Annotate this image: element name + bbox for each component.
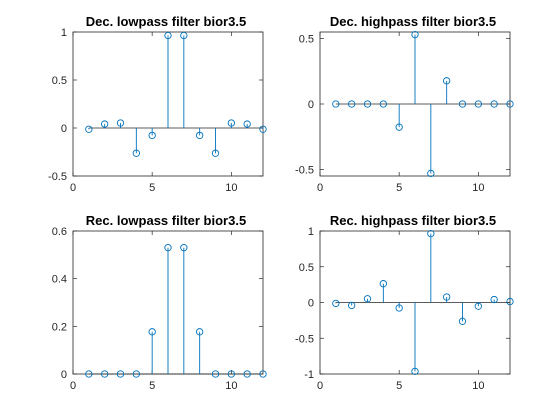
subplot-rec-highpass: Rec. highpass filter bior3.5 0 5 10-1-0.50…: [295, 213, 514, 392]
stem-marker: [227, 119, 235, 127]
y-tick-label: -0.5: [48, 171, 67, 183]
x-tick-label: 10: [472, 182, 484, 194]
stem-marker: [227, 370, 235, 378]
stem-marker: [196, 131, 204, 140]
y-tick-label: 0.4: [52, 274, 67, 286]
stem-marker: [132, 149, 140, 157]
y-tick-label: 0: [308, 99, 314, 111]
stem-marker: [211, 149, 220, 157]
x-tick-label: 10: [472, 380, 484, 392]
stem-marker: [180, 31, 188, 40]
stem-marker: [180, 244, 188, 252]
y-tick-label: 0.5: [52, 75, 67, 87]
stem-marker: [506, 100, 514, 108]
x-tick-label: 10: [225, 380, 237, 392]
x-tick-label: 5: [149, 380, 155, 392]
stem-marker: [148, 131, 156, 140]
stem-marker: [243, 370, 251, 378]
stem-marker: [458, 100, 467, 108]
stem-marker: [490, 100, 498, 108]
stem-marker: [332, 100, 340, 108]
stem-marker: [395, 304, 403, 312]
y-tick-label: 0: [61, 123, 67, 135]
y-tick-label: -0.5: [295, 164, 314, 176]
x-tick-label: 0: [317, 182, 323, 194]
y-tick-label: 0: [308, 298, 314, 310]
y-tick-label: 0.5: [299, 34, 314, 46]
stem-marker: [101, 120, 109, 128]
x-tick-label: 0: [317, 380, 323, 392]
stem-marker: [363, 100, 372, 108]
y-tick-label: 0.6: [52, 226, 67, 238]
stem-marker: [443, 293, 451, 301]
stem-marker: [116, 119, 125, 127]
stem-marker: [474, 100, 482, 108]
stem-marker: [332, 299, 340, 308]
stem-marker: [164, 244, 172, 252]
stem-marker: [506, 297, 514, 306]
stem-marker: [348, 100, 356, 108]
stem-marker: [490, 295, 498, 304]
stem-marker: [116, 370, 125, 378]
x-tick-label: 0: [70, 380, 76, 392]
stem-marker: [243, 120, 251, 128]
subplot-dec-lowpass: Dec. lowpass filter bior3.5 0 5 10-0.500.5…: [48, 14, 267, 194]
stem-marker: [348, 301, 356, 310]
stem-marker: [411, 367, 419, 376]
stem-marker: [211, 370, 220, 378]
y-tick-label: 1: [61, 27, 67, 39]
subplot-rec-lowpass: Rec. lowpass filter bior3.5 0 5 10 0 0.2 0.4 0…: [52, 213, 267, 392]
stem-marker: [427, 169, 435, 178]
x-tick-label: 5: [149, 182, 155, 194]
stem-marker: [85, 370, 93, 378]
stem-marker: [411, 30, 419, 39]
subplot-title: Rec. highpass filter bior3.5: [330, 213, 496, 228]
subplot-title: Rec. lowpass filter bior3.5: [86, 213, 246, 228]
stem-marker: [363, 295, 372, 303]
stem-marker: [132, 370, 140, 378]
stem-marker: [101, 370, 109, 378]
y-tick-label: -0.5: [295, 333, 314, 345]
stem-marker: [427, 229, 435, 238]
stem-marker: [458, 317, 467, 325]
stem-marker: [395, 123, 403, 131]
stem-marker: [443, 77, 451, 85]
y-tick-label: 1: [308, 226, 314, 238]
subplot-dec-highpass: Dec. highpass filter bior3.5 0 5 10-0.500.…: [295, 14, 514, 194]
stem-marker: [474, 302, 482, 310]
x-tick-label: 5: [396, 380, 402, 392]
stem-marker: [85, 125, 93, 133]
stem-marker: [379, 280, 387, 288]
y-tick-label: 0.2: [52, 321, 67, 333]
x-tick-label: 10: [225, 182, 237, 194]
y-tick-label: 0: [61, 369, 67, 381]
subplot-title: Dec. lowpass filter bior3.5: [86, 14, 246, 29]
x-tick-label: 0: [70, 182, 76, 194]
stem-marker: [148, 328, 156, 336]
y-tick-label: -1: [304, 369, 314, 381]
stem-marker: [259, 125, 267, 133]
y-tick-label: 0.5: [299, 262, 314, 274]
stem-marker: [164, 31, 172, 40]
subplot-title: Dec. highpass filter bior3.5: [330, 14, 496, 29]
stem-marker: [379, 100, 387, 108]
stem-marker: [259, 370, 267, 378]
stem-marker: [196, 328, 204, 336]
x-tick-label: 5: [396, 182, 402, 194]
